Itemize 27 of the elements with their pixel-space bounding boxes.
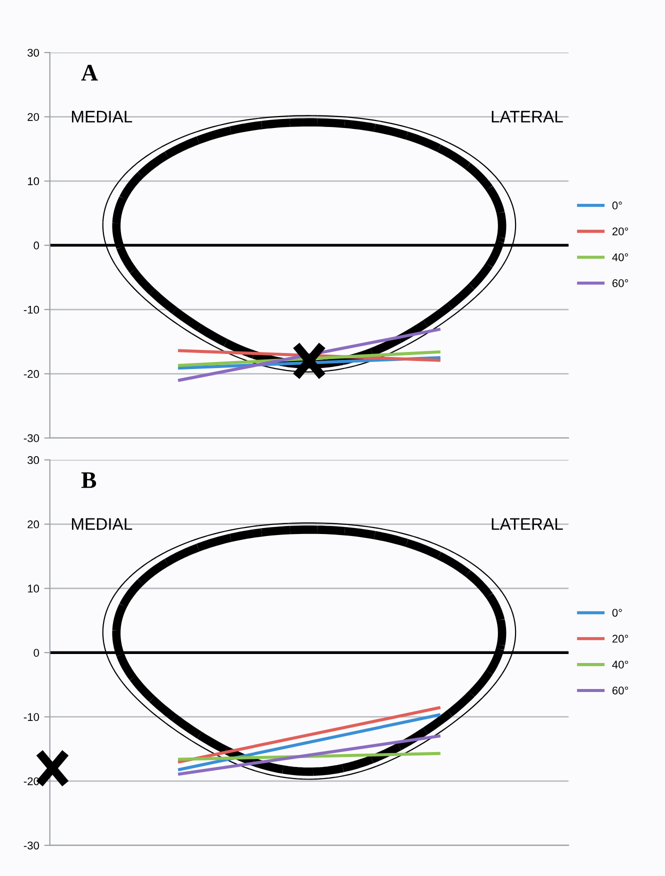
legend-label: 0° [612, 202, 622, 210]
chart-title: B [81, 472, 96, 488]
chart-title: A [81, 64, 98, 81]
y-tick-label: -30 [24, 842, 40, 850]
annotation: MEDIAL [72, 110, 132, 122]
y-tick-label: -10 [24, 713, 40, 721]
y-tick-label: 10 [28, 177, 40, 186]
y-tick-label: 0 [34, 242, 40, 250]
legend-label: 20° [612, 227, 628, 236]
annotation: MEDIAL [72, 518, 132, 530]
annotation: LATERAL [492, 518, 563, 530]
y-tick-label: 20 [28, 113, 40, 121]
y-tick-label: 0 [34, 648, 40, 657]
y-tick-label: 20 [28, 520, 40, 528]
legend-label: 60° [612, 279, 628, 288]
legend-label: 20° [612, 634, 628, 643]
y-tick-label: -10 [24, 306, 40, 314]
annotation: LATERAL [492, 110, 563, 122]
legend-label: 40° [612, 660, 628, 669]
legend-label: 0° [612, 608, 622, 617]
y-tick-label: -30 [24, 434, 40, 442]
legend-label: 40° [612, 253, 628, 262]
legend-label: 60° [612, 686, 628, 694]
y-tick-label: 30 [28, 48, 40, 57]
y-tick-label: -20 [24, 370, 40, 378]
y-tick-label: 10 [28, 584, 40, 593]
y-tick-label: 30 [28, 456, 40, 464]
